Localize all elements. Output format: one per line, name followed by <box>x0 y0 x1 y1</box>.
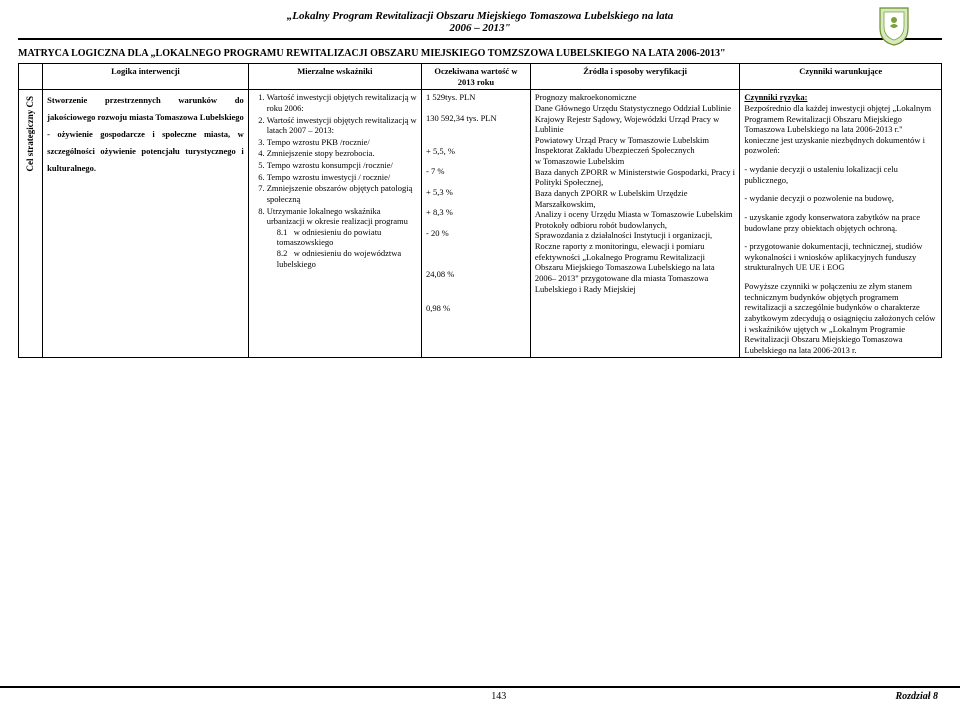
indicator-6: Tempo wzrostu inwestycji / rocznie/ <box>267 172 417 183</box>
factors-heading: Czynniki ryzyka: <box>744 92 937 103</box>
logic-cell: Stworzenie przestrzennych warunków do ja… <box>43 90 249 358</box>
value-7: - 20 % <box>426 228 526 239</box>
indicator-2: Wartość inwestycji objętych rewitalizacj… <box>267 115 417 136</box>
indicator-8-2-text: w odniesieniu do województwa lubelskiego <box>277 248 401 269</box>
table-row: Cel strategiczny CS Stworzenie przestrze… <box>19 90 942 358</box>
indicator-7: Zmniejszenie obszarów objętych patologią… <box>267 183 417 204</box>
indicators-cell: Wartość inwestycji objętych rewitalizacj… <box>248 90 421 358</box>
matrix-title: MATRYCA LOGICZNA DLA „LOKALNEGO PROGRAMU… <box>18 48 942 59</box>
th-factors: Czynniki warunkujące <box>740 64 942 90</box>
page: „Lokalny Program Rewitalizacji Obszaru M… <box>0 0 960 358</box>
th-indicators: Mierzalne wskaźniki <box>248 64 421 90</box>
indicator-4: Zmniejszenie stopy bezrobocia. <box>267 148 417 159</box>
factors-b1: - wydanie decyzji o ustaleniu lokalizacj… <box>744 164 937 185</box>
indicator-8-1-label: 8.1 <box>277 227 288 237</box>
indicator-8-text: Utrzymanie lokalnego wskaźnika urbanizac… <box>267 206 408 227</box>
factors-p2: Powyższe czynniki w połączeniu ze złym s… <box>744 281 937 355</box>
verification-text: Prognozy makroekonomiczne Dane Głównego … <box>535 92 736 294</box>
indicator-8-2-label: 8.2 <box>277 248 288 258</box>
side-label-cell: Cel strategiczny CS <box>19 90 43 358</box>
value-5: + 5,3 % <box>426 187 526 198</box>
th-verification: Źródła i sposoby weryfikacji <box>530 64 740 90</box>
value-8-1: 24,08 % <box>426 269 526 280</box>
document-header: „Lokalny Program Rewitalizacji Obszaru M… <box>18 10 942 40</box>
value-4: - 7 % <box>426 166 526 177</box>
factors-b4: - przygotowanie dokumentacji, techniczne… <box>744 241 937 273</box>
page-footer: 143 Rozdział 8 <box>0 686 960 702</box>
logic-text: Stworzenie przestrzennych warunków do ja… <box>47 92 244 177</box>
th-expected: Oczekiwana wartość w 2013 roku <box>422 64 531 90</box>
value-8-2: 0,98 % <box>426 303 526 314</box>
th-blank <box>19 64 43 90</box>
factors-p1: Bezpośrednio dla każdej inwestycji objęt… <box>744 103 937 156</box>
crest-icon <box>876 6 912 49</box>
table-header-row: Logika interwencji Mierzalne wskaźniki O… <box>19 64 942 90</box>
indicator-5: Tempo wzrostu konsumpcji /rocznie/ <box>267 160 417 171</box>
header-title-line2: 2006 – 2013" <box>449 22 510 34</box>
factors-b3: - uzyskanie zgody konserwatora zabytków … <box>744 212 937 233</box>
page-number: 143 <box>102 691 895 702</box>
factors-b2: - wydanie decyzji o pozwolenie na budowę… <box>744 193 937 204</box>
verification-cell: Prognozy makroekonomiczne Dane Głównego … <box>530 90 740 358</box>
section-label: Rozdział 8 <box>895 691 938 702</box>
value-2: 130 592,34 tys. PLN <box>426 113 526 124</box>
side-label: Cel strategiczny CS <box>23 92 38 175</box>
indicator-3: Tempo wzrostu PKB /rocznie/ <box>267 137 417 148</box>
value-3: + 5,5, % <box>426 146 526 157</box>
th-logic: Logika interwencji <box>43 64 249 90</box>
indicator-8-1-text: w odniesieniu do powiatu tomaszowskiego <box>277 227 382 248</box>
indicator-8-1: 8.1 w odniesieniu do powiatu tomaszowski… <box>267 227 417 248</box>
values-cell: 1 529tys. PLN 130 592,34 tys. PLN + 5,5,… <box>422 90 531 358</box>
value-6: + 8,3 % <box>426 207 526 218</box>
indicator-8: Utrzymanie lokalnego wskaźnika urbanizac… <box>267 206 417 270</box>
header-title-line1: „Lokalny Program Rewitalizacji Obszaru M… <box>287 10 673 22</box>
indicator-8-2: 8.2 w odniesieniu do województwa lubelsk… <box>267 248 417 269</box>
value-1: 1 529tys. PLN <box>426 92 526 103</box>
factors-cell: Czynniki ryzyka: Bezpośrednio dla każdej… <box>740 90 942 358</box>
logic-matrix-table: Logika interwencji Mierzalne wskaźniki O… <box>18 63 942 358</box>
indicator-1: Wartość inwestycji objętych rewitalizacj… <box>267 92 417 113</box>
